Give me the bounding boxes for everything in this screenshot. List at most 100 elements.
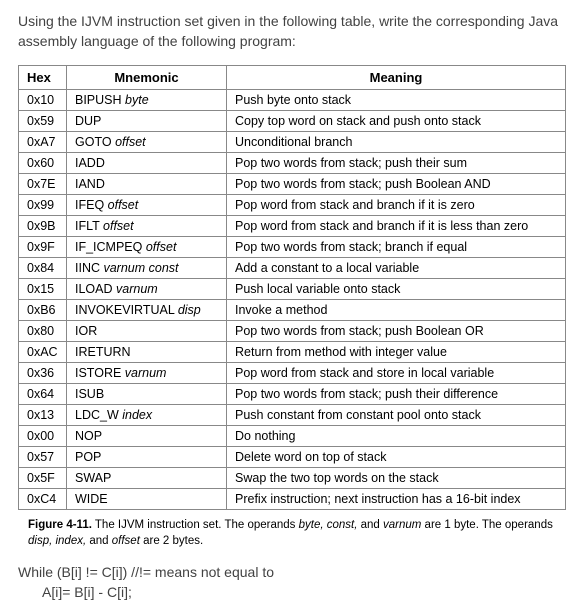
- mnemonic-name: NOP: [75, 429, 102, 443]
- mnemonic-cell: WIDE: [67, 489, 227, 510]
- mnemonic-name: POP: [75, 450, 101, 464]
- hex-cell: 0x9F: [19, 237, 67, 258]
- meaning-cell: Return from method with integer value: [227, 342, 566, 363]
- mnemonic-cell: SWAP: [67, 468, 227, 489]
- mnemonic-operand: offset: [108, 198, 139, 212]
- meaning-cell: Push byte onto stack: [227, 90, 566, 111]
- table-row: 0x84IINC varnum constAdd a constant to a…: [19, 258, 566, 279]
- table-row: 0x00NOPDo nothing: [19, 426, 566, 447]
- caption-op4: offset: [112, 535, 140, 547]
- caption-text1: The IJVM instruction set. The operands: [92, 519, 299, 531]
- hex-cell: 0x13: [19, 405, 67, 426]
- mnemonic-cell: IOR: [67, 321, 227, 342]
- mnemonic-cell: POP: [67, 447, 227, 468]
- header-meaning: Meaning: [227, 66, 566, 90]
- meaning-cell: Swap the two top words on the stack: [227, 468, 566, 489]
- meaning-cell: Pop word from stack and store in local v…: [227, 363, 566, 384]
- hex-cell: 0x36: [19, 363, 67, 384]
- mnemonic-name: IADD: [75, 156, 105, 170]
- table-row: 0xC4WIDEPrefix instruction; next instruc…: [19, 489, 566, 510]
- caption-text3: are 1 byte. The operands: [421, 519, 553, 531]
- caption-op2: varnum: [383, 519, 421, 531]
- mnemonic-name: WIDE: [75, 492, 108, 506]
- mnemonic-operand: varnum: [116, 282, 158, 296]
- mnemonic-name: IFEQ: [75, 198, 108, 212]
- hex-cell: 0x00: [19, 426, 67, 447]
- hex-cell: 0xAC: [19, 342, 67, 363]
- hex-cell: 0x5F: [19, 468, 67, 489]
- header-hex: Hex: [19, 66, 67, 90]
- table-row: 0x13LDC_W indexPush constant from consta…: [19, 405, 566, 426]
- table-row: 0x99IFEQ offsetPop word from stack and b…: [19, 195, 566, 216]
- hex-cell: 0x64: [19, 384, 67, 405]
- mnemonic-name: ISTORE: [75, 366, 125, 380]
- table-row: 0x36ISTORE varnumPop word from stack and…: [19, 363, 566, 384]
- mnemonic-cell: IF_ICMPEQ offset: [67, 237, 227, 258]
- meaning-cell: Pop two words from stack; branch if equa…: [227, 237, 566, 258]
- caption-label: Figure 4-11.: [28, 519, 92, 531]
- code-line-1: While (B[i] != C[i]) //!= means not equa…: [18, 563, 566, 583]
- mnemonic-name: IOR: [75, 324, 97, 338]
- figure-caption: Figure 4-11. The IJVM instruction set. T…: [18, 518, 566, 549]
- mnemonic-cell: IADD: [67, 153, 227, 174]
- mnemonic-operand: offset: [146, 240, 177, 254]
- meaning-cell: Pop two words from stack; push Boolean O…: [227, 321, 566, 342]
- table-row: 0x5F SWAP Swap the two top words on the st…: [19, 468, 566, 489]
- meaning-cell: Pop two words from stack; push their sum: [227, 153, 566, 174]
- table-header-row: Hex Mnemonic Meaning: [19, 66, 566, 90]
- mnemonic-name: ISUB: [75, 387, 104, 401]
- mnemonic-name: INVOKEVIRTUAL: [75, 303, 178, 317]
- hex-cell: 0x59: [19, 111, 67, 132]
- caption-text4: and: [86, 535, 112, 547]
- mnemonic-name: LDC_W: [75, 408, 122, 422]
- mnemonic-cell: NOP: [67, 426, 227, 447]
- mnemonic-operand: offset: [103, 219, 134, 233]
- meaning-cell: Add a constant to a local variable: [227, 258, 566, 279]
- mnemonic-cell: IINC varnum const: [67, 258, 227, 279]
- mnemonic-name: BIPUSH: [75, 93, 125, 107]
- meaning-cell: Delete word on top of stack: [227, 447, 566, 468]
- table-row: 0xA7GOTO offsetUnconditional branch: [19, 132, 566, 153]
- mnemonic-operand: varnum const: [103, 261, 178, 275]
- mnemonic-operand: disp: [178, 303, 201, 317]
- hex-cell: 0x7E: [19, 174, 67, 195]
- mnemonic-name: IINC: [75, 261, 103, 275]
- code-line-2: A[i]= B[i] - C[i];: [18, 583, 566, 603]
- hex-cell: 0xC4: [19, 489, 67, 510]
- mnemonic-operand: varnum: [125, 366, 167, 380]
- table-row: 0x9BIFLT offsetPop word from stack and b…: [19, 216, 566, 237]
- mnemonic-name: IRETURN: [75, 345, 131, 359]
- code-block: While (B[i] != C[i]) //!= means not equa…: [18, 563, 566, 602]
- table-row: 0x9FIF_ICMPEQ offsetPop two words from s…: [19, 237, 566, 258]
- mnemonic-operand: byte: [125, 93, 149, 107]
- mnemonic-operand: offset: [115, 135, 146, 149]
- caption-op3: disp, index,: [28, 535, 86, 547]
- mnemonic-name: DUP: [75, 114, 101, 128]
- mnemonic-cell: ISTORE varnum: [67, 363, 227, 384]
- caption-text2: and: [357, 519, 383, 531]
- hex-cell: 0x9B: [19, 216, 67, 237]
- meaning-cell: Copy top word on stack and push onto sta…: [227, 111, 566, 132]
- mnemonic-name: IAND: [75, 177, 105, 191]
- caption-text5: are 2 bytes.: [140, 535, 203, 547]
- mnemonic-cell: LDC_W index: [67, 405, 227, 426]
- question-text: Using the IJVM instruction set given in …: [18, 12, 566, 51]
- meaning-cell: Invoke a method: [227, 300, 566, 321]
- mnemonic-name: IFLT: [75, 219, 103, 233]
- mnemonic-cell: IAND: [67, 174, 227, 195]
- mnemonic-cell: DUP: [67, 111, 227, 132]
- hex-cell: 0x10: [19, 90, 67, 111]
- mnemonic-cell: INVOKEVIRTUAL disp: [67, 300, 227, 321]
- mnemonic-cell: ISUB: [67, 384, 227, 405]
- mnemonic-cell: IFEQ offset: [67, 195, 227, 216]
- table-row: 0x59 DUP Copy top word on stack and push o…: [19, 111, 566, 132]
- mnemonic-name: SWAP: [75, 471, 111, 485]
- meaning-cell: Push local variable onto stack: [227, 279, 566, 300]
- meaning-cell: Unconditional branch: [227, 132, 566, 153]
- table-row: 0x57POPDelete word on top of stack: [19, 447, 566, 468]
- meaning-cell: Pop word from stack and branch if it is …: [227, 216, 566, 237]
- instruction-table: Hex Mnemonic Meaning 0x10 BIPUSH byte Push…: [18, 65, 566, 510]
- table-row: 0xB6INVOKEVIRTUAL dispInvoke a method: [19, 300, 566, 321]
- mnemonic-cell: IFLT offset: [67, 216, 227, 237]
- mnemonic-operand: index: [122, 408, 152, 422]
